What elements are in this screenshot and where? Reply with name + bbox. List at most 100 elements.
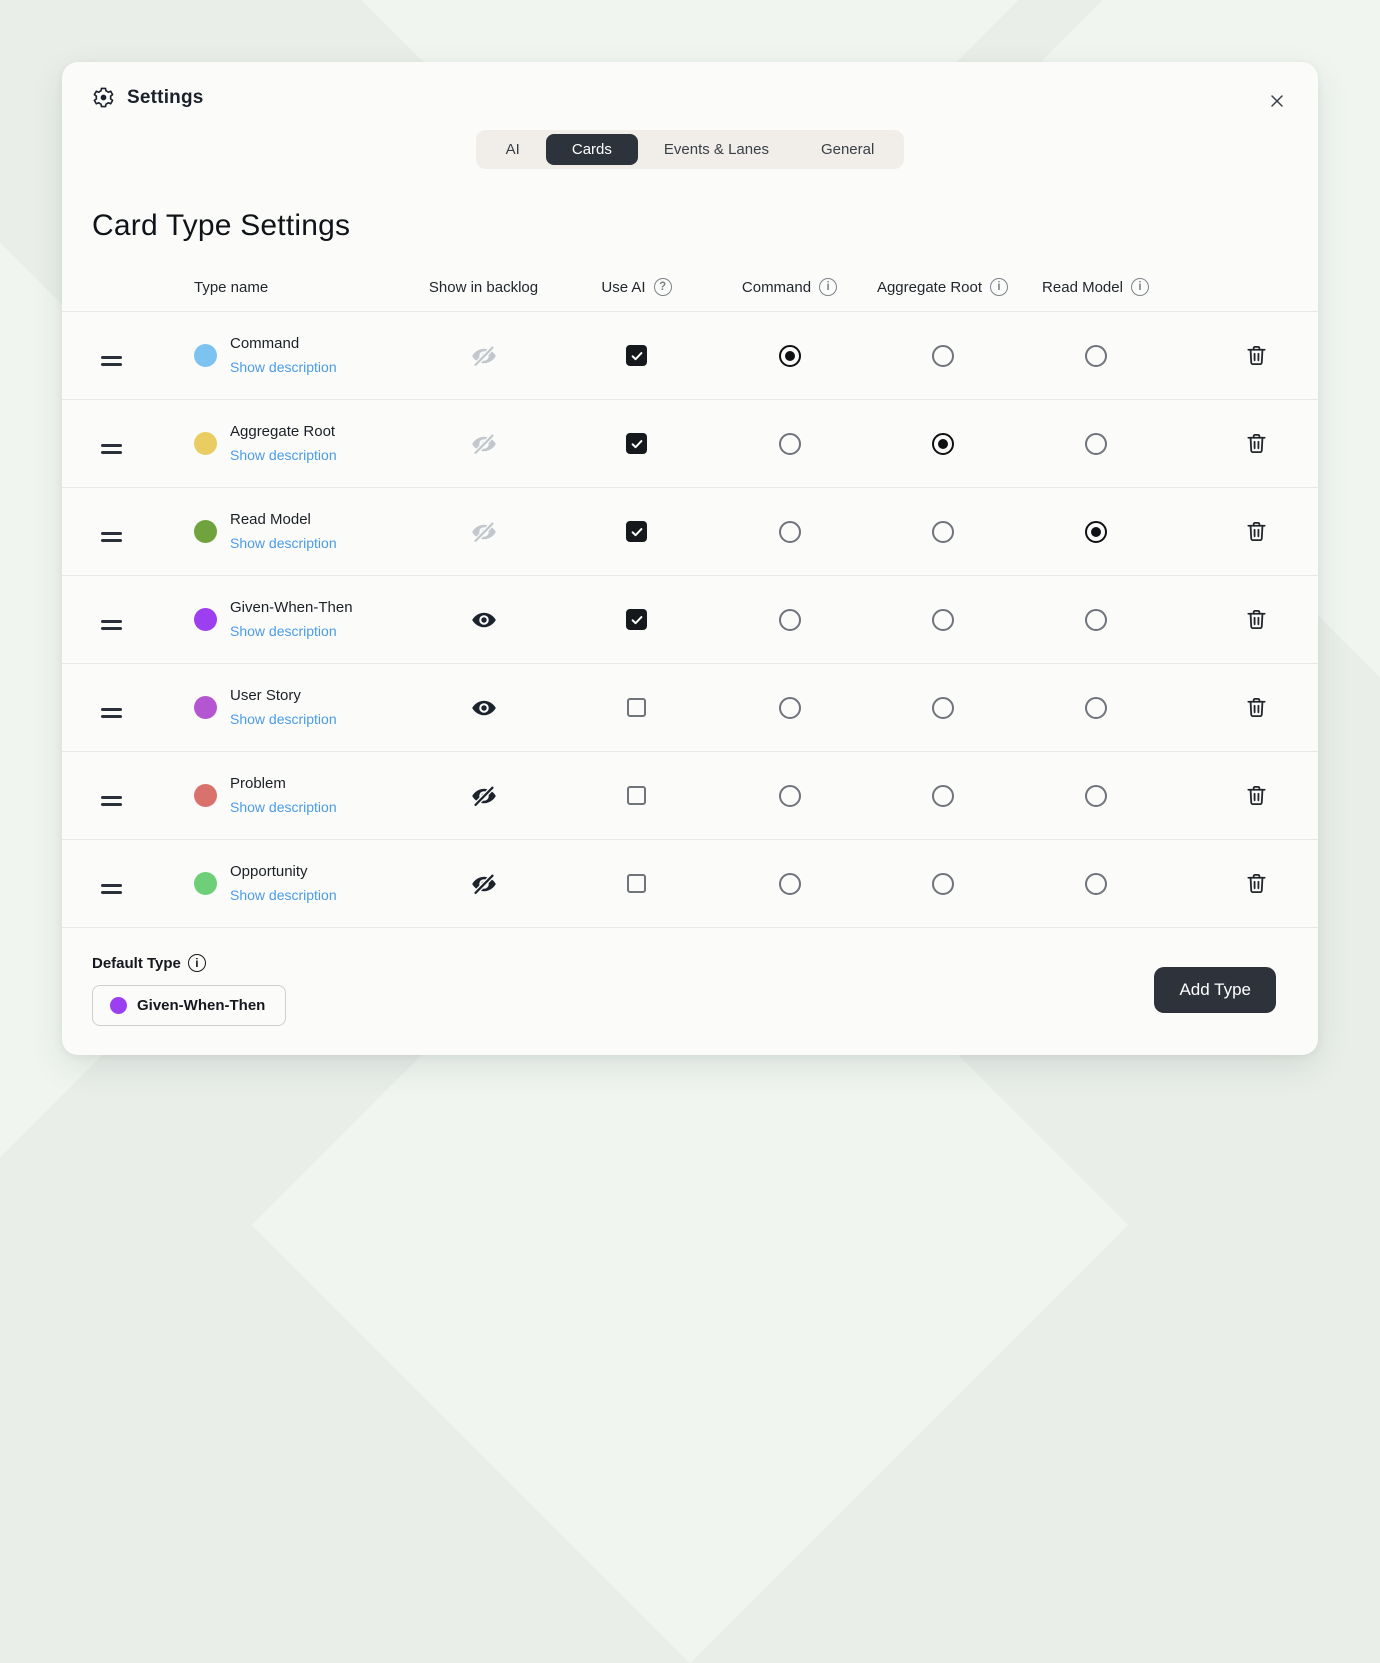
use-ai-checkbox[interactable] xyxy=(626,433,647,454)
type-name: Command xyxy=(230,334,300,352)
tab-events-lanes[interactable]: Events & Lanes xyxy=(638,134,795,165)
aggregate-root-radio[interactable] xyxy=(931,696,954,719)
show-description-link[interactable]: Show description xyxy=(230,534,337,551)
show-in-backlog-toggle[interactable] xyxy=(469,429,499,459)
use-ai-checkbox[interactable] xyxy=(627,698,646,717)
default-type-select[interactable]: Given-When-Then xyxy=(92,985,287,1026)
drag-handle-icon[interactable] xyxy=(101,443,122,454)
command-radio[interactable] xyxy=(778,696,801,719)
default-type-value: Given-When-Then xyxy=(137,997,266,1014)
card-type-table: Command Show description xyxy=(62,311,1318,928)
read-model-radio[interactable] xyxy=(1084,696,1107,719)
show-description-link[interactable]: Show description xyxy=(230,446,337,463)
page-title: Card Type Settings xyxy=(92,209,351,242)
trash-icon[interactable] xyxy=(1242,782,1270,810)
use-ai-checkbox[interactable] xyxy=(627,874,646,893)
trash-icon[interactable] xyxy=(1242,430,1270,458)
read-model-radio[interactable] xyxy=(1084,608,1107,631)
read-model-radio[interactable] xyxy=(1084,784,1107,807)
type-color-dot xyxy=(110,997,127,1014)
command-radio[interactable] xyxy=(778,784,801,807)
close-icon[interactable] xyxy=(1262,86,1292,116)
drag-handle-icon[interactable] xyxy=(101,795,122,806)
show-in-backlog-toggle[interactable] xyxy=(469,693,499,723)
info-circle-icon[interactable]: i xyxy=(990,278,1009,296)
drag-handle-cell xyxy=(92,874,132,894)
type-name: Given-When-Then xyxy=(230,598,353,616)
eye-off-icon xyxy=(471,783,496,809)
trash-icon[interactable] xyxy=(1242,606,1270,634)
tab-bar: AI Cards Events & Lanes General xyxy=(62,130,1318,169)
read-model-radio[interactable] xyxy=(1084,872,1107,895)
type-color-dot xyxy=(194,432,217,455)
show-description-link[interactable]: Show description xyxy=(230,886,337,903)
aggregate-root-radio[interactable] xyxy=(931,608,954,631)
drag-handle-icon[interactable] xyxy=(101,355,122,366)
drag-handle-cell xyxy=(92,346,132,366)
eye-off-icon xyxy=(471,519,496,545)
card-type-row: Command Show description xyxy=(62,312,1318,400)
command-radio[interactable] xyxy=(778,520,801,543)
dialog-header: Settings xyxy=(62,62,1318,109)
trash-icon[interactable] xyxy=(1242,694,1270,722)
eye-off-icon xyxy=(471,871,496,897)
eye-off-icon xyxy=(471,343,496,369)
show-in-backlog-toggle[interactable] xyxy=(469,517,499,547)
command-radio[interactable] xyxy=(778,432,801,455)
type-name-cell: Command Show description xyxy=(132,335,407,377)
use-ai-checkbox[interactable] xyxy=(626,345,647,366)
show-description-link[interactable]: Show description xyxy=(230,798,337,815)
tab-general[interactable]: General xyxy=(795,134,900,165)
show-description-link[interactable]: Show description xyxy=(230,358,337,375)
tab-cards[interactable]: Cards xyxy=(545,134,638,165)
drag-handle-icon[interactable] xyxy=(101,883,122,894)
read-model-radio[interactable] xyxy=(1084,344,1107,367)
drag-handle-icon[interactable] xyxy=(101,531,122,542)
info-circle-icon[interactable]: i xyxy=(187,954,206,972)
use-ai-checkbox[interactable] xyxy=(626,609,647,630)
drag-handle-cell xyxy=(92,786,132,806)
card-type-row: Problem Show description xyxy=(62,752,1318,840)
drag-handle-icon[interactable] xyxy=(101,619,122,630)
type-name-cell: Opportunity Show description xyxy=(132,863,407,905)
show-description-link[interactable]: Show description xyxy=(230,622,337,639)
type-name-cell: User Story Show description xyxy=(132,687,407,729)
drag-handle-icon[interactable] xyxy=(101,707,122,718)
trash-icon[interactable] xyxy=(1242,870,1270,898)
read-model-radio[interactable] xyxy=(1084,432,1107,455)
aggregate-root-radio[interactable] xyxy=(931,784,954,807)
info-circle-icon[interactable]: i xyxy=(1130,278,1149,296)
command-radio[interactable] xyxy=(778,344,801,367)
type-color-dot xyxy=(194,784,217,807)
gear-icon xyxy=(92,86,115,109)
column-header-aggregate-root: Aggregate Root i xyxy=(866,278,1019,296)
use-ai-checkbox[interactable] xyxy=(627,786,646,805)
tab-ai[interactable]: AI xyxy=(480,134,546,165)
add-type-button[interactable]: Add Type xyxy=(1154,967,1276,1013)
use-ai-checkbox[interactable] xyxy=(626,521,647,542)
aggregate-root-radio[interactable] xyxy=(931,344,954,367)
aggregate-root-radio[interactable] xyxy=(931,872,954,895)
aggregate-root-radio[interactable] xyxy=(931,432,954,455)
show-in-backlog-toggle[interactable] xyxy=(469,341,499,371)
show-in-backlog-toggle[interactable] xyxy=(469,869,499,899)
command-radio[interactable] xyxy=(778,872,801,895)
card-type-row: Read Model Show description xyxy=(62,488,1318,576)
card-type-row: Opportunity Show description xyxy=(62,840,1318,928)
trash-icon[interactable] xyxy=(1242,518,1270,546)
type-name-cell: Given-When-Then Show description xyxy=(132,599,407,641)
dialog-footer: Default Type i Given-When-Then Add Type xyxy=(62,928,1318,1026)
type-color-dot xyxy=(194,872,217,895)
info-circle-icon[interactable]: i xyxy=(819,278,838,296)
command-radio[interactable] xyxy=(778,608,801,631)
trash-icon[interactable] xyxy=(1242,342,1270,370)
column-header-read-model: Read Model i xyxy=(1019,278,1172,296)
read-model-radio[interactable] xyxy=(1084,520,1107,543)
aggregate-root-radio[interactable] xyxy=(931,520,954,543)
show-description-link[interactable]: Show description xyxy=(230,710,337,727)
show-in-backlog-toggle[interactable] xyxy=(469,781,499,811)
settings-dialog: Settings AI Cards Events & Lanes General… xyxy=(62,62,1318,1055)
show-in-backlog-toggle[interactable] xyxy=(469,605,499,635)
column-header-use-ai: Use AI ? xyxy=(560,278,713,296)
help-circle-icon[interactable]: ? xyxy=(653,278,672,296)
